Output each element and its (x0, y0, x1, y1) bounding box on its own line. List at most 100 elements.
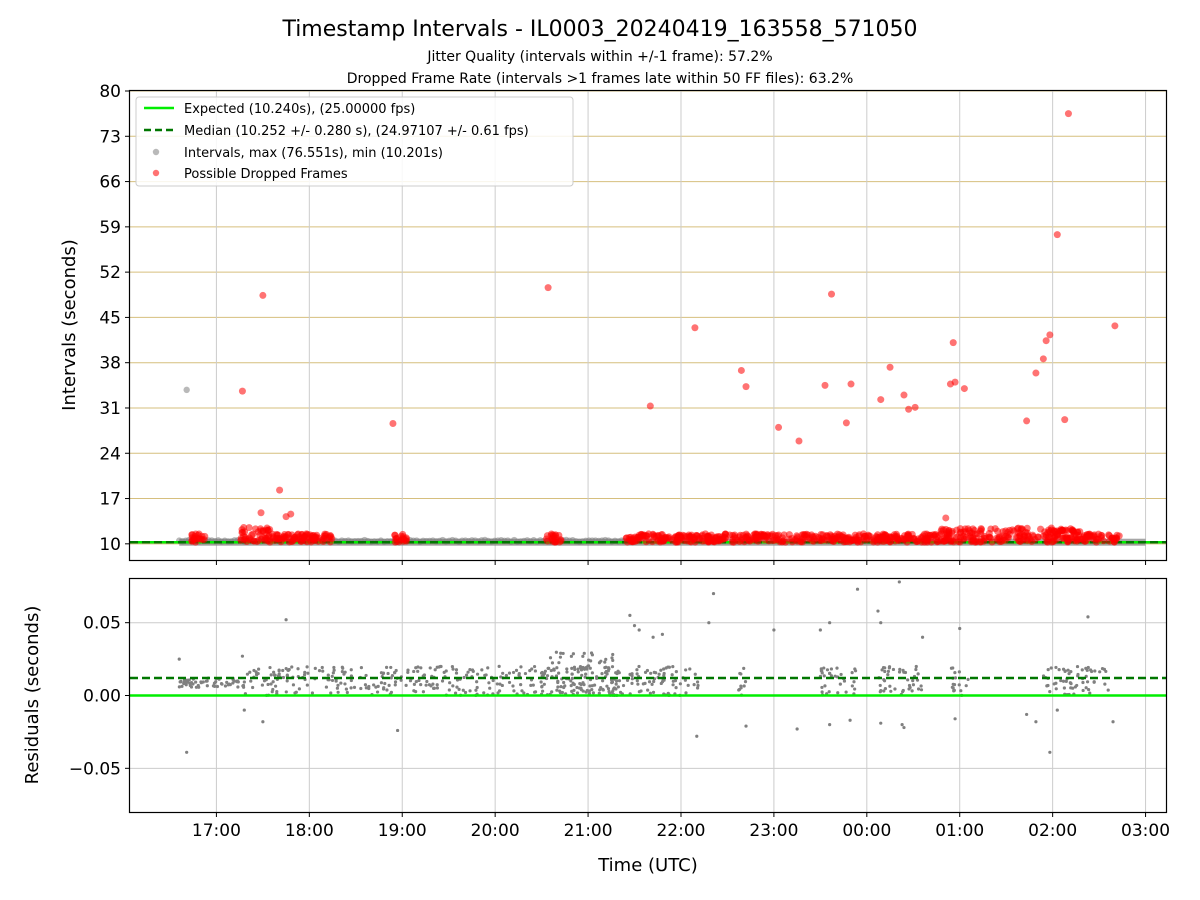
residual-point (276, 674, 281, 678)
dropped-frame-point (646, 402, 654, 410)
dropped-frame-point (1016, 537, 1024, 545)
residual-point (570, 676, 574, 680)
dropped-frame-point (1034, 533, 1042, 541)
residual-point (457, 687, 461, 691)
residual-point (501, 671, 505, 675)
residual-point (914, 667, 918, 672)
residual-point (464, 673, 469, 677)
residual-point (570, 672, 574, 676)
residual-point (643, 670, 648, 674)
residual-point (1089, 669, 1094, 674)
residual-point (1055, 708, 1059, 712)
top-y-tick-label: 24 (99, 444, 121, 464)
residual-point (664, 666, 668, 670)
residual-point (1048, 689, 1052, 694)
legend-label-expected: Expected (10.240s), (25.00000 fps) (184, 102, 415, 117)
residual-point (580, 673, 584, 677)
residual-point (688, 667, 692, 671)
residual-point (277, 668, 281, 672)
dropped-frame-point (312, 534, 320, 542)
dropped-frame-point (933, 538, 941, 546)
residual-point (330, 678, 335, 683)
residual-point (686, 683, 690, 687)
dropped-frame-point (865, 532, 873, 540)
residual-point (523, 671, 528, 676)
dropped-frame-point (775, 423, 783, 431)
residual-point (552, 668, 556, 672)
top-y-tick-label: 66 (99, 173, 121, 193)
residual-point (565, 670, 569, 674)
residual-point (1069, 670, 1073, 674)
residual-point (363, 683, 368, 687)
residual-point (451, 667, 455, 671)
residual-point (205, 684, 209, 688)
residual-point (339, 681, 343, 685)
dropped-frame-point (904, 532, 912, 540)
residual-point (242, 685, 246, 689)
residual-point (177, 657, 181, 661)
residual-point (204, 679, 208, 683)
top-plot-frame (128, 89, 1168, 562)
residual-point (422, 673, 427, 677)
residual-point (610, 656, 614, 660)
residual-point (271, 680, 275, 684)
residual-point (284, 690, 288, 694)
residual-point (285, 679, 289, 683)
residual-point (326, 673, 330, 677)
residual-point (532, 664, 537, 669)
residual-point (507, 680, 512, 685)
dropped-frame-point (685, 531, 693, 539)
residual-point (842, 679, 847, 683)
dropped-frame-point (1029, 533, 1037, 541)
dropped-frame-point (1042, 337, 1050, 345)
dropped-frame-point (690, 535, 698, 543)
residual-point (468, 668, 472, 672)
legend-swatch-intervals (152, 148, 160, 156)
residual-point (584, 672, 588, 676)
bottom-y-axis-label: Residuals (seconds) (22, 606, 43, 785)
residual-point (389, 676, 393, 680)
x-tick-label: 22:00 (656, 821, 705, 841)
residual-point (1066, 668, 1070, 672)
residual-point (197, 685, 201, 689)
residual-point (359, 666, 364, 670)
residual-point (185, 750, 189, 754)
residual-point (646, 688, 650, 692)
dropped-frame-point (1049, 538, 1057, 546)
residual-point (487, 681, 491, 685)
bottom-plot-axes: 17:00 18:00 19:00 20:00 21:00 22:00 23:00 00:00… (69, 614, 1170, 841)
residual-point (920, 635, 925, 639)
dropped-frame-point (780, 531, 788, 539)
residual-point (342, 672, 346, 676)
residual-point (952, 688, 956, 693)
residual-point (582, 683, 586, 687)
dropped-frame-point (795, 437, 803, 445)
dropped-frame-point (249, 530, 257, 538)
dropped-frame-point (830, 537, 838, 545)
residual-point (451, 684, 455, 688)
residual-point (662, 667, 666, 671)
residual-point (556, 685, 560, 689)
legend-swatch-dropped (152, 169, 160, 177)
residual-point (744, 724, 748, 728)
residual-point (614, 682, 618, 686)
residual-point (180, 684, 184, 688)
top-y-tick-label: 17 (99, 490, 121, 510)
residual-point (916, 672, 920, 676)
residual-point (266, 682, 270, 687)
residual-point (684, 668, 688, 672)
dropped-frame-point (389, 420, 397, 428)
residual-point (389, 665, 393, 670)
x-tick-label: 20:00 (471, 821, 520, 841)
residual-point (910, 689, 914, 693)
residual-point (1092, 680, 1096, 684)
residual-point (612, 686, 617, 690)
residual-point (223, 684, 228, 688)
residual-point (957, 683, 961, 687)
residual-point (275, 689, 279, 694)
residual-point (692, 683, 696, 687)
residual-point (957, 670, 961, 674)
residual-point (379, 681, 384, 685)
residual-point (587, 658, 591, 662)
residual-point (673, 679, 678, 683)
